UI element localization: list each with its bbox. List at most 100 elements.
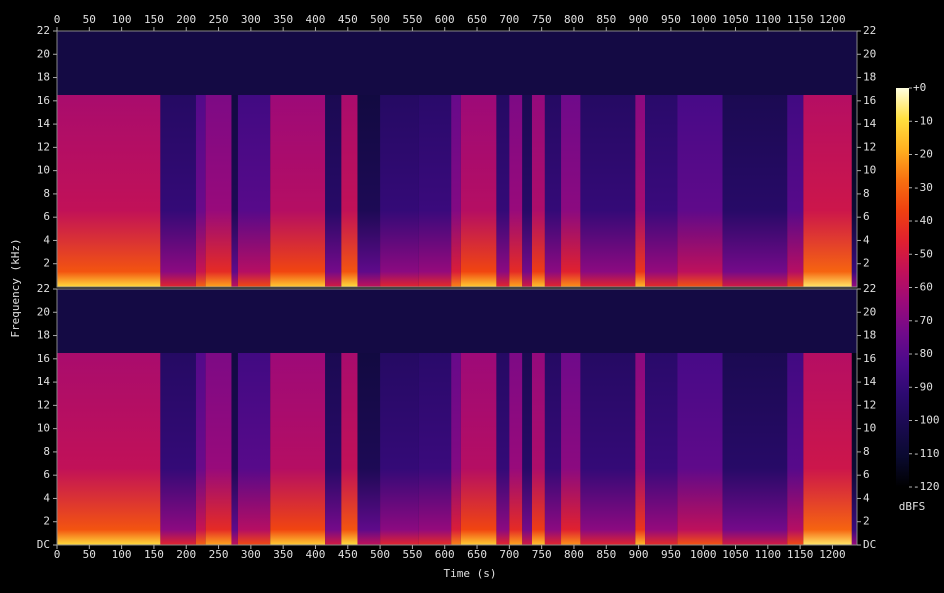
- spectrum-segment: [722, 95, 788, 287]
- spectrum-segment: [522, 353, 532, 545]
- y-tick-label: 16: [37, 94, 50, 107]
- spectrum-segment: [522, 95, 532, 287]
- y-tick-label: 6: [43, 468, 50, 481]
- panel-frame: [56, 30, 858, 288]
- y-tick-label: 6: [863, 468, 870, 481]
- x-tick-label: 500: [370, 548, 390, 561]
- spectrum-segment: [531, 353, 545, 545]
- spectrum-segment: [231, 95, 238, 287]
- x-tick-label: 800: [564, 548, 584, 561]
- y-tick-label: 4: [43, 233, 50, 246]
- x-tick-label: 300: [241, 13, 261, 26]
- y-tick-label: 18: [863, 71, 876, 84]
- y-axis-title: Frequency (kHz): [9, 238, 22, 337]
- colorbar-label: dBFS: [899, 500, 926, 513]
- spectrum-segment: [357, 353, 381, 545]
- y-tick-label: 14: [863, 375, 877, 388]
- x-tick-label: 400: [306, 13, 326, 26]
- x-tick-label: 700: [499, 13, 519, 26]
- spectrum-segment: [645, 95, 678, 287]
- x-tick-label: 650: [467, 548, 487, 561]
- x-tick-label: 1150: [787, 548, 814, 561]
- x-tick-label: 500: [370, 13, 390, 26]
- spectrum-segment: [237, 353, 271, 545]
- spectrum-segment: [380, 95, 419, 287]
- spectrum-segment: [237, 95, 271, 287]
- y-tick-label: 2: [863, 515, 870, 528]
- spectrum-segment: [851, 353, 857, 545]
- x-tick-label: 1100: [755, 548, 782, 561]
- x-tick-label: 1200: [819, 548, 846, 561]
- y-tick-label: 20: [37, 47, 50, 60]
- x-tick-label: 850: [596, 13, 616, 26]
- y-tick-label: 2: [863, 257, 870, 270]
- spectrum-segment: [57, 95, 161, 287]
- x-tick-label: 1000: [690, 13, 717, 26]
- colorbar-tick-label: -50: [913, 247, 933, 260]
- y-tick-label: 16: [863, 352, 876, 365]
- y-tick-label: 10: [37, 422, 50, 435]
- x-tick-label: 50: [83, 13, 96, 26]
- colorbar-tick-label: -40: [913, 214, 933, 227]
- colorbar-tick-label: -10: [913, 114, 933, 127]
- spectrum-segment: [231, 353, 238, 545]
- spectrum-segment: [341, 95, 358, 287]
- spectrum-segment: [509, 95, 523, 287]
- x-tick-label: 200: [176, 13, 196, 26]
- y-tick-label: 8: [43, 187, 50, 200]
- x-tick-label: 550: [402, 548, 422, 561]
- y-tick-label: DC: [863, 538, 876, 551]
- spectrum-segment: [509, 353, 523, 545]
- x-tick-label: 0: [54, 548, 61, 561]
- colorbar-tick-label: -100: [913, 414, 940, 427]
- y-tick-label: DC: [37, 538, 50, 551]
- y-tick-label: 20: [37, 305, 50, 318]
- spectrum-segment: [451, 95, 461, 287]
- colorbar-tick-label: -60: [913, 281, 933, 294]
- spectrum-segment: [205, 95, 232, 287]
- spectrum-segment: [580, 95, 636, 287]
- spectrum-segment: [325, 353, 342, 545]
- x-tick-label: 1050: [722, 548, 749, 561]
- x-tick-label: 550: [402, 13, 422, 26]
- y-tick-label: 22: [37, 282, 50, 295]
- y-tick-label: 6: [43, 210, 50, 223]
- y-tick-label: 2: [43, 515, 50, 528]
- spectrum-segment: [851, 95, 857, 287]
- colorbar-tick-label: -110: [913, 447, 940, 460]
- x-tick-label: 1200: [819, 13, 846, 26]
- y-tick-label: 22: [37, 24, 50, 37]
- y-tick-label: 10: [863, 422, 876, 435]
- y-tick-label: 12: [37, 140, 50, 153]
- y-tick-label: 6: [863, 210, 870, 223]
- y-tick-label: 22: [863, 24, 876, 37]
- colorbar-tick-label: -30: [913, 181, 933, 194]
- spectrum-segment: [561, 95, 581, 287]
- colorbar-tick-label: -120: [913, 480, 940, 493]
- x-tick-label: 900: [629, 548, 649, 561]
- x-axis-title: Time (s): [444, 567, 497, 580]
- x-tick-label: 800: [564, 13, 584, 26]
- spectrum-segment: [341, 353, 358, 545]
- x-tick-label: 1000: [690, 548, 717, 561]
- y-tick-label: 4: [43, 491, 50, 504]
- x-tick-label: 350: [273, 13, 293, 26]
- spectrum-segment: [160, 353, 196, 545]
- spectrum-segment: [787, 353, 804, 545]
- spectrum-segment: [460, 353, 497, 545]
- x-tick-label: 150: [144, 548, 164, 561]
- x-tick-label: 650: [467, 13, 487, 26]
- spectrum-segment: [803, 353, 852, 545]
- spectrum-segment: [544, 95, 562, 287]
- x-tick-label: 100: [112, 13, 132, 26]
- x-tick-label: 750: [532, 13, 552, 26]
- spectrum-segment: [580, 353, 636, 545]
- spectrum-segment: [270, 95, 326, 287]
- y-tick-label: 18: [37, 71, 50, 84]
- colorbar-tick-label: -80: [913, 347, 933, 360]
- x-tick-label: 400: [306, 548, 326, 561]
- spectrum-segment: [635, 353, 646, 545]
- spectrum-segment: [160, 95, 196, 287]
- y-tick-label: 20: [863, 305, 876, 318]
